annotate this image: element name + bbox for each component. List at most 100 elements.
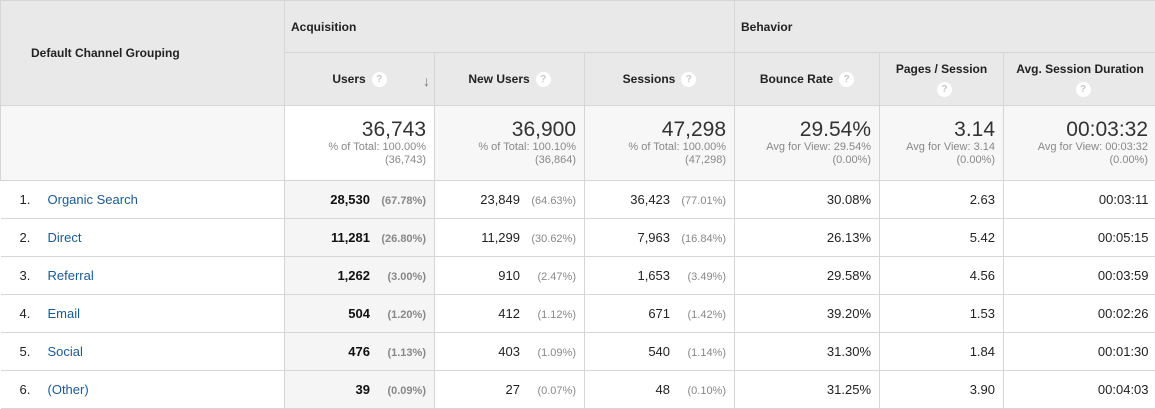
new-users-cell: 412(1.12%)	[435, 295, 585, 333]
sessions-value: 540	[648, 344, 670, 359]
pages-per-session-cell: 5.42	[880, 219, 1004, 257]
new-users-value: 23,849	[480, 192, 520, 207]
sessions-cell: 540(1.14%)	[585, 333, 735, 371]
column-label: Sessions	[623, 72, 676, 86]
column-header-new-users[interactable]: New Users?	[435, 53, 585, 106]
bounce-rate-cell: 31.30%	[735, 333, 880, 371]
users-percent: (26.80%)	[370, 233, 426, 245]
table-row: 1.Organic Search 28,530(67.78%) 23,849(6…	[1, 181, 1155, 219]
group-acquisition: Acquisition	[285, 1, 735, 53]
sessions-percent: (3.49%)	[670, 271, 726, 283]
help-icon[interactable]: ?	[937, 82, 952, 97]
summary-note: Avg for View: 00:03:32	[1012, 141, 1148, 154]
bounce-rate-cell: 29.58%	[735, 257, 880, 295]
pages-per-session-cell: 1.53	[880, 295, 1004, 333]
sessions-value: 671	[648, 306, 670, 321]
summary-value: 36,900	[443, 119, 576, 141]
summary-note: % of Total: 100.00%	[593, 141, 726, 154]
sessions-percent: (16.84%)	[670, 233, 726, 245]
summary-value: 36,743	[293, 119, 426, 141]
column-label: Avg. Session Duration	[1016, 62, 1144, 76]
column-label: Users	[332, 72, 365, 86]
users-value: 476	[348, 344, 370, 359]
column-header-sessions[interactable]: Sessions?	[585, 53, 735, 106]
help-icon[interactable]: ?	[536, 72, 551, 87]
sessions-percent: (0.10%)	[670, 385, 726, 397]
column-header-bounce-rate[interactable]: Bounce Rate?	[735, 53, 880, 106]
channel-link[interactable]: (Other)	[48, 382, 89, 397]
avg-session-duration-cell: 00:04:03	[1004, 371, 1155, 409]
channel-link[interactable]: Social	[48, 344, 83, 359]
new-users-percent: (1.12%)	[520, 309, 576, 321]
bounce-rate-cell: 39.20%	[735, 295, 880, 333]
new-users-cell: 23,849(64.63%)	[435, 181, 585, 219]
new-users-percent: (2.47%)	[520, 271, 576, 283]
users-value: 11,281	[331, 230, 370, 245]
summary-note: % of Total: 100.00%	[293, 141, 426, 154]
dimension-label: Default Channel Grouping	[31, 46, 180, 60]
column-header-avg-session-duration[interactable]: Avg. Session Duration?	[1004, 53, 1155, 106]
new-users-percent: (1.09%)	[520, 347, 576, 359]
users-value: 28,530	[330, 192, 370, 207]
column-label: Bounce Rate	[760, 72, 833, 86]
table-row: 4.Email 504(1.20%) 412(1.12%) 671(1.42%)…	[1, 295, 1155, 333]
pages-per-session-cell: 2.63	[880, 181, 1004, 219]
new-users-cell: 11,299(30.62%)	[435, 219, 585, 257]
help-icon[interactable]: ?	[1076, 82, 1091, 97]
sessions-cell: 36,423(77.01%)	[585, 181, 735, 219]
new-users-cell: 910(2.47%)	[435, 257, 585, 295]
users-cell: 476(1.13%)	[285, 333, 435, 371]
summary-note: (36,864)	[443, 154, 576, 167]
users-value: 504	[348, 306, 370, 321]
users-cell: 504(1.20%)	[285, 295, 435, 333]
users-cell: 28,530(67.78%)	[285, 181, 435, 219]
users-cell: 11,281(26.80%)	[285, 219, 435, 257]
channel-cell: 1.Organic Search	[1, 181, 285, 219]
channel-cell: 4.Email	[1, 295, 285, 333]
row-index: 6.	[20, 382, 48, 397]
new-users-percent: (64.63%)	[520, 195, 576, 207]
sessions-value: 1,653	[637, 268, 670, 283]
channel-link[interactable]: Referral	[48, 268, 94, 283]
help-icon[interactable]: ?	[681, 72, 696, 87]
summary-users: 36,743% of Total: 100.00%(36,743)	[285, 106, 435, 181]
dimension-header[interactable]: Default Channel Grouping	[1, 1, 285, 106]
users-value: 1,262	[337, 268, 370, 283]
column-header-users[interactable]: Users? ↓	[285, 53, 435, 106]
sessions-cell: 1,653(3.49%)	[585, 257, 735, 295]
users-percent: (1.20%)	[370, 309, 426, 321]
column-label: Pages / Session	[896, 62, 987, 76]
new-users-value: 27	[506, 382, 520, 397]
summary-note: Avg for View: 29.54%	[743, 141, 871, 154]
users-percent: (3.00%)	[370, 271, 426, 283]
summary-note: (0.00%)	[743, 154, 871, 167]
new-users-percent: (30.62%)	[520, 233, 576, 245]
sessions-value: 36,423	[630, 192, 670, 207]
bounce-rate-cell: 30.08%	[735, 181, 880, 219]
summary-note: (36,743)	[293, 154, 426, 167]
sort-descending-icon[interactable]: ↓	[423, 71, 430, 91]
summary-note: Avg for View: 3.14	[888, 141, 995, 154]
avg-session-duration-cell: 00:02:26	[1004, 295, 1155, 333]
pages-per-session-cell: 1.84	[880, 333, 1004, 371]
users-percent: (1.13%)	[370, 347, 426, 359]
avg-session-duration-cell: 00:03:59	[1004, 257, 1155, 295]
sessions-cell: 7,963(16.84%)	[585, 219, 735, 257]
channel-link[interactable]: Direct	[48, 230, 82, 245]
summary-sessions: 47,298% of Total: 100.00%(47,298)	[585, 106, 735, 181]
summary-value: 00:03:32	[1012, 119, 1148, 141]
avg-session-duration-cell: 00:05:15	[1004, 219, 1155, 257]
help-icon[interactable]: ?	[372, 72, 387, 87]
channel-cell: 6.(Other)	[1, 371, 285, 409]
channel-link[interactable]: Organic Search	[48, 192, 138, 207]
summary-value: 3.14	[888, 119, 995, 141]
column-header-pages-per-session[interactable]: Pages / Session?	[880, 53, 1004, 106]
sessions-cell: 671(1.42%)	[585, 295, 735, 333]
sessions-value: 48	[656, 382, 670, 397]
channel-link[interactable]: Email	[48, 306, 81, 321]
help-icon[interactable]: ?	[839, 72, 854, 87]
summary-note: (0.00%)	[888, 154, 995, 167]
row-index: 1.	[20, 192, 48, 207]
